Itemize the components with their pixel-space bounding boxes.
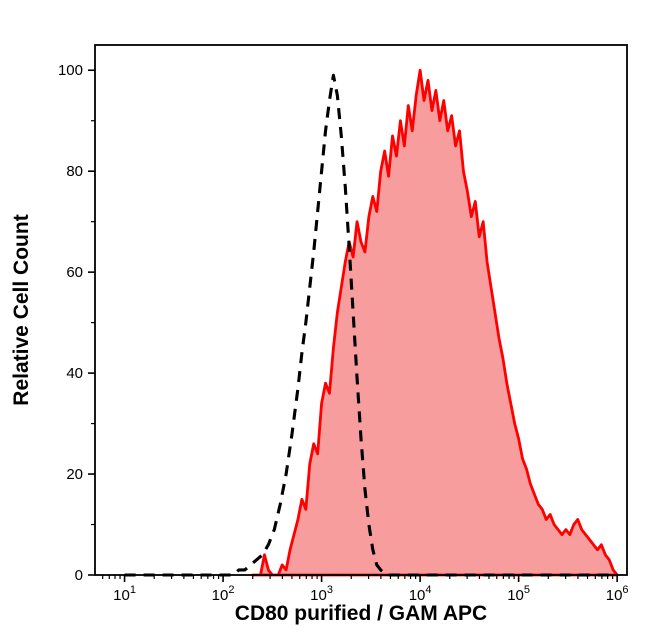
y-tick-label: 20 <box>66 466 83 483</box>
x-tick-label: 101 <box>113 584 136 604</box>
series-red-filled-sample <box>251 68 619 577</box>
x-tick-label: 104 <box>409 584 432 604</box>
y-tick-label: 40 <box>66 365 83 382</box>
x-tick-label: 102 <box>212 584 235 604</box>
x-tick-label: 105 <box>507 584 530 604</box>
plot-area: 101 102 103 104 105 106 0 20 40 60 80 100 <box>58 44 629 604</box>
y-axis-title: Relative Cell Count <box>10 214 33 405</box>
y-tick-label: 100 <box>58 62 83 79</box>
series-dashed-control <box>124 73 618 577</box>
y-tick-label: 80 <box>66 163 83 180</box>
y-tick-label: 0 <box>75 567 83 584</box>
x-axis-title: CD80 purified / GAM APC <box>235 602 487 625</box>
plot-frame <box>94 44 628 576</box>
y-tick-label: 60 <box>66 264 83 281</box>
x-tick-label: 106 <box>606 584 629 604</box>
x-tick-label: 103 <box>310 584 333 604</box>
